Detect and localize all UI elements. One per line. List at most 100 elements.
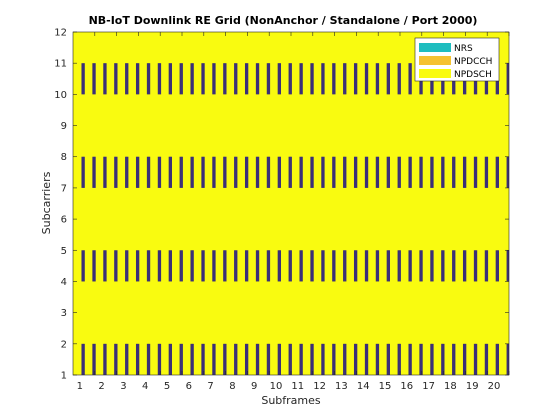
nrs-marker bbox=[453, 343, 456, 375]
nrs-marker bbox=[93, 250, 96, 282]
nrs-marker bbox=[202, 63, 205, 95]
nrs-marker bbox=[301, 156, 303, 188]
nrs-marker bbox=[364, 250, 367, 282]
nrs-marker bbox=[81, 156, 84, 188]
nrs-marker bbox=[399, 63, 401, 95]
nrs-marker bbox=[301, 250, 303, 282]
nrs-marker bbox=[224, 250, 227, 282]
nrs-marker bbox=[397, 156, 400, 188]
nrs-marker bbox=[234, 156, 236, 188]
x-tick-label: 7 bbox=[207, 381, 213, 392]
nrs-marker bbox=[288, 250, 291, 282]
nrs-marker bbox=[386, 156, 389, 188]
nrs-marker bbox=[159, 250, 162, 282]
nrs-marker bbox=[126, 343, 129, 375]
nrs-marker bbox=[179, 156, 182, 188]
nrs-marker bbox=[464, 250, 467, 282]
nrs-marker bbox=[224, 63, 227, 95]
legend-swatch bbox=[419, 43, 451, 52]
nrs-marker bbox=[137, 63, 140, 95]
y-tick-label: 4 bbox=[61, 277, 67, 288]
nrs-marker bbox=[366, 250, 369, 282]
nrs-marker bbox=[288, 63, 291, 95]
nrs-marker bbox=[246, 250, 249, 282]
nrs-marker bbox=[135, 343, 138, 375]
nrs-marker bbox=[279, 343, 281, 375]
nrs-marker bbox=[388, 63, 390, 95]
nrs-marker bbox=[299, 250, 302, 282]
nrs-marker bbox=[135, 250, 138, 282]
nrs-marker bbox=[168, 63, 171, 95]
y-tick-label: 8 bbox=[61, 152, 67, 163]
nrs-marker bbox=[507, 250, 510, 282]
nrs-marker bbox=[83, 63, 85, 95]
nrs-marker bbox=[114, 156, 116, 188]
nrs-marker bbox=[431, 343, 434, 375]
nrs-marker bbox=[157, 156, 160, 188]
nrs-marker bbox=[212, 156, 215, 188]
nrs-marker bbox=[170, 156, 172, 188]
nrs-marker bbox=[375, 63, 378, 95]
nrs-marker bbox=[159, 63, 162, 95]
nrs-marker bbox=[257, 343, 260, 375]
nrs-marker bbox=[311, 156, 314, 188]
nrs-marker bbox=[192, 250, 194, 282]
nrs-marker bbox=[170, 63, 172, 95]
x-tick-label: 20 bbox=[488, 381, 501, 392]
x-tick-label: 4 bbox=[142, 381, 148, 392]
nrs-marker bbox=[201, 63, 204, 95]
y-tick-label: 12 bbox=[54, 28, 67, 39]
nrs-marker bbox=[386, 63, 389, 95]
nrs-marker bbox=[104, 250, 107, 282]
nrs-marker bbox=[192, 156, 194, 188]
x-tick-label: 19 bbox=[466, 381, 479, 392]
nrs-marker bbox=[213, 156, 216, 188]
nrs-marker bbox=[377, 156, 380, 188]
nrs-marker bbox=[125, 343, 127, 375]
nrs-marker bbox=[148, 63, 151, 95]
nrs-marker bbox=[322, 63, 325, 95]
nrs-marker bbox=[430, 156, 433, 188]
nrs-marker bbox=[452, 343, 454, 375]
nrs-marker bbox=[301, 63, 303, 95]
nrs-marker bbox=[355, 156, 358, 188]
nrs-marker bbox=[299, 63, 302, 95]
nrs-marker bbox=[290, 250, 292, 282]
nrs-marker bbox=[452, 156, 454, 188]
nrs-marker bbox=[419, 250, 422, 282]
nrs-marker bbox=[168, 250, 171, 282]
y-tick-label: 1 bbox=[61, 371, 67, 382]
nrs-marker bbox=[430, 343, 433, 375]
nrs-marker bbox=[104, 343, 107, 375]
nrs-marker bbox=[126, 250, 129, 282]
nrs-marker bbox=[388, 156, 390, 188]
nrs-marker bbox=[290, 343, 292, 375]
nrs-marker bbox=[246, 156, 249, 188]
nrs-marker bbox=[181, 343, 183, 375]
nrs-marker bbox=[170, 343, 172, 375]
x-tick-label: 2 bbox=[98, 381, 104, 392]
nrs-marker bbox=[388, 250, 390, 282]
nrs-marker bbox=[442, 250, 445, 282]
nrs-marker bbox=[115, 343, 118, 375]
nrs-marker bbox=[507, 63, 510, 95]
nrs-marker bbox=[473, 156, 476, 188]
nrs-marker bbox=[364, 63, 367, 95]
nrs-marker bbox=[366, 343, 369, 375]
nrs-marker bbox=[93, 63, 96, 95]
nrs-marker bbox=[322, 343, 325, 375]
nrs-marker bbox=[235, 63, 238, 95]
nrs-marker bbox=[257, 250, 260, 282]
nrs-marker bbox=[202, 250, 205, 282]
nrs-marker bbox=[266, 63, 269, 95]
nrs-marker bbox=[290, 63, 292, 95]
nrs-marker bbox=[137, 343, 140, 375]
nrs-marker bbox=[201, 343, 204, 375]
nrs-marker bbox=[475, 250, 478, 282]
x-axis-ticks: 1 2 3 4 5 6 7 8 9 10 11 12 13 14 15 16 17 18 19 20 bbox=[77, 32, 510, 392]
nrs-marker bbox=[246, 343, 249, 375]
nrs-marker bbox=[344, 250, 347, 282]
nrs-marker bbox=[333, 250, 336, 282]
nrs-marker bbox=[104, 63, 107, 95]
nrs-marker bbox=[486, 343, 489, 375]
